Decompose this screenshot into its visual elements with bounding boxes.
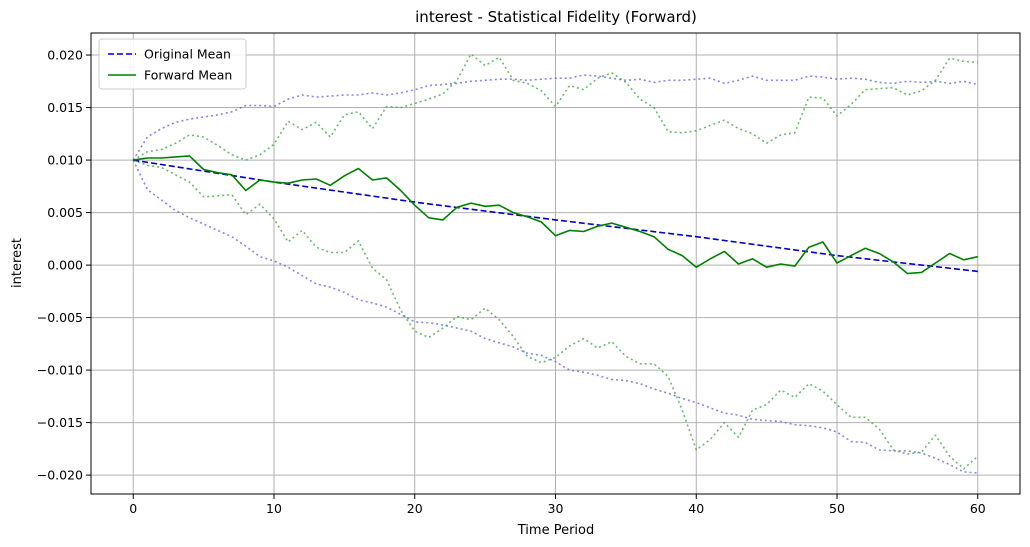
y-tick-label: 0.015 [47,100,83,115]
y-tick-label: −0.020 [37,468,83,483]
x-tick-label: 60 [970,501,986,516]
y-tick-label: 0.020 [47,48,83,63]
legend-label: Forward Mean [144,68,232,83]
legend-label: Original Mean [144,47,231,62]
x-tick-label: 40 [688,501,704,516]
legend: Original Mean Forward Mean [98,38,247,90]
band-line-3 [132,159,978,474]
series-line-forward-mean [133,155,978,275]
x-axis-label: Time Period [517,523,594,538]
y-tick-label: −0.015 [37,415,83,430]
x-tick-label: 50 [829,501,845,516]
plot-series [132,53,979,474]
y-tick-label: 0.000 [47,258,83,273]
axis-ticks: 0 10 20 30 40 50 60 −0.020 −0.015 −0.010 −0.005 0.0… [37,48,986,516]
y-axis-label: interest [10,238,25,288]
band-line-4 [132,53,978,161]
x-tick-label: 0 [129,501,137,516]
x-tick-label: 10 [266,501,282,516]
chart-title: interest - Statistical Fidelity (Forward… [415,8,697,26]
y-tick-label: −0.005 [37,310,83,325]
x-tick-label: 30 [548,501,564,516]
series-line-original-mean [133,159,978,273]
legend-box [98,38,247,90]
band-line-2 [132,74,978,161]
x-tick-label: 20 [407,501,423,516]
y-tick-label: 0.005 [47,205,83,220]
y-tick-label: 0.010 [47,153,83,168]
y-tick-label: −0.010 [37,363,83,378]
grid [91,33,1020,494]
